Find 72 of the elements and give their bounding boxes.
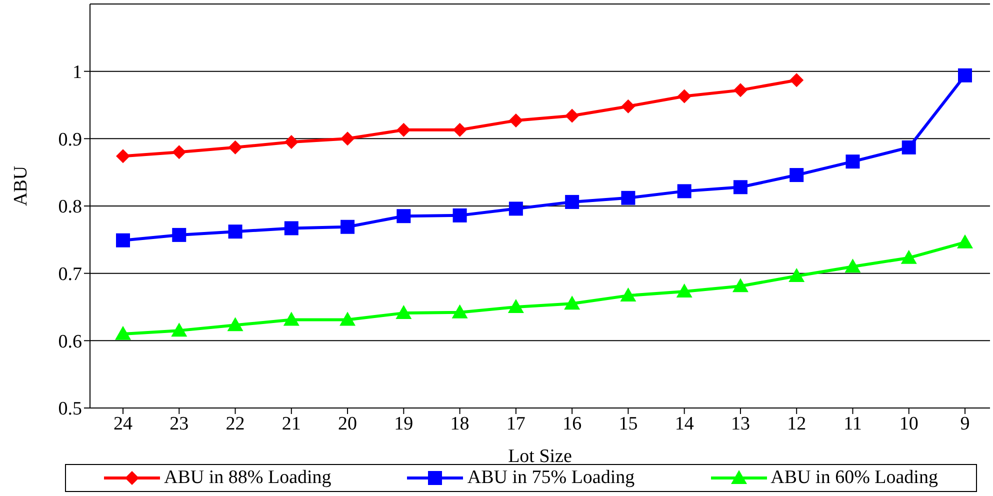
x-tick-label: 12 xyxy=(787,413,806,434)
point xyxy=(620,288,636,302)
y-tick-label: 1 xyxy=(72,62,82,84)
point xyxy=(452,122,467,137)
x-tick-label: 11 xyxy=(844,413,862,434)
y-tick-label: 0.9 xyxy=(58,129,82,150)
x-tick-label: 16 xyxy=(562,413,582,434)
point xyxy=(565,108,580,123)
point xyxy=(340,220,355,234)
x-tick-label: 18 xyxy=(450,413,470,434)
point xyxy=(621,99,636,114)
x-tick-label: 10 xyxy=(899,413,918,434)
point xyxy=(172,228,186,242)
y-tick-label: 0.5 xyxy=(58,398,82,420)
x-tick-label: 20 xyxy=(338,413,358,434)
point xyxy=(284,221,298,236)
point xyxy=(733,83,748,98)
point xyxy=(844,258,861,273)
point xyxy=(452,304,468,318)
point xyxy=(283,312,300,326)
point xyxy=(621,190,636,205)
y-tick-label: 0.7 xyxy=(58,264,82,286)
point xyxy=(676,284,692,298)
x-tick-label: 21 xyxy=(282,413,301,434)
point xyxy=(284,135,298,150)
y-tick-label: 0.8 xyxy=(58,196,82,218)
point xyxy=(790,168,804,182)
point xyxy=(396,209,411,224)
x-tick-label: 22 xyxy=(226,413,245,434)
point xyxy=(677,184,692,198)
x-tick-label: 13 xyxy=(730,413,750,434)
point xyxy=(902,140,916,154)
point xyxy=(508,299,524,313)
point xyxy=(732,278,748,292)
point xyxy=(565,194,580,209)
x-tick-label: 14 xyxy=(674,413,694,434)
legend-label: ABU in 88% Loading xyxy=(164,467,332,489)
point xyxy=(677,89,692,104)
point xyxy=(116,233,130,248)
point xyxy=(900,250,917,264)
point xyxy=(228,140,242,154)
point xyxy=(733,180,748,194)
y-axis-title: ABU xyxy=(10,166,32,206)
x-tick-label: 19 xyxy=(394,413,414,434)
point xyxy=(396,122,411,137)
point xyxy=(340,132,355,146)
point xyxy=(172,145,186,160)
x-tick-label: 17 xyxy=(506,413,526,434)
point xyxy=(115,326,131,340)
x-tick-label: 23 xyxy=(170,413,189,434)
point xyxy=(171,322,188,337)
point xyxy=(340,312,356,326)
x-tick-label: 15 xyxy=(618,413,638,434)
point xyxy=(116,149,130,164)
legend-label: ABU in 60% Loading xyxy=(770,467,938,489)
point xyxy=(508,113,523,128)
point xyxy=(846,154,860,169)
y-tick-label: 0.6 xyxy=(58,331,82,352)
point xyxy=(396,305,412,320)
x-tick-label: 9 xyxy=(960,413,970,434)
point xyxy=(790,73,804,88)
x-axis-title: Lot Size xyxy=(508,446,572,467)
point xyxy=(228,224,242,239)
point xyxy=(957,234,973,248)
point xyxy=(958,68,972,82)
x-tick-label: 24 xyxy=(114,413,133,434)
point xyxy=(227,317,244,332)
point xyxy=(452,208,467,222)
point xyxy=(788,268,805,282)
point xyxy=(508,202,523,216)
point xyxy=(564,296,580,310)
legend-label: ABU in 75% Loading xyxy=(467,467,635,489)
